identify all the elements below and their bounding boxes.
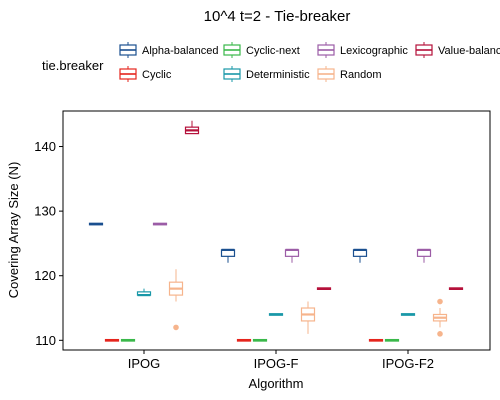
legend-label: Cyclic bbox=[142, 69, 172, 81]
legend-label: Alpha-balanced bbox=[142, 45, 218, 57]
legend-item-random: Random bbox=[317, 66, 382, 82]
legend-item-cyclic: Cyclic bbox=[119, 66, 172, 82]
y-tick-label: 140 bbox=[34, 139, 56, 154]
box-lexicographic-ipog bbox=[152, 222, 168, 226]
outlier-point bbox=[437, 331, 443, 337]
legend-item-cyclic-next: Cyclic-next bbox=[223, 42, 300, 58]
x-axis-label: Algorithm bbox=[249, 376, 304, 391]
y-tick-label: 120 bbox=[34, 268, 56, 283]
x-tick-label: IPOG-F bbox=[254, 356, 299, 371]
x-tick-label: IPOG bbox=[128, 356, 161, 371]
outlier-point bbox=[173, 324, 179, 331]
plot-panel bbox=[62, 110, 491, 351]
legend: Alpha-balanced Cyclic Cyclic-next Determini… bbox=[119, 42, 500, 82]
box-value-balanced-ipog bbox=[184, 120, 200, 135]
box-value-balanced-ipog-f2 bbox=[448, 287, 464, 290]
box-lexicographic-ipog-f bbox=[284, 248, 300, 263]
box-random-ipog-f2 bbox=[432, 298, 448, 337]
box-cyclic-ipog bbox=[104, 338, 120, 342]
box-random-ipog-f bbox=[300, 301, 316, 334]
legend-title: tie.breaker bbox=[42, 58, 104, 73]
box-cyclic-ipog-f bbox=[236, 338, 252, 342]
x-axis: IPOG IPOG-F IPOG-F2 bbox=[128, 350, 434, 371]
box-value-balanced-ipog-f bbox=[316, 287, 332, 290]
box-cyclic-next-ipog bbox=[120, 338, 136, 342]
outlier-point bbox=[437, 298, 443, 305]
legend-label: Value-balanced bbox=[438, 45, 500, 57]
box-alpha-balanced-ipog-f bbox=[220, 248, 236, 263]
legend-label: Cyclic-next bbox=[246, 45, 300, 57]
y-axis-label: Covering Array Size (N) bbox=[6, 162, 21, 299]
legend-item-alpha-balanced: Alpha-balanced bbox=[119, 42, 218, 58]
boxplots bbox=[88, 120, 464, 342]
box-alpha-balanced-ipog-f2 bbox=[352, 248, 368, 263]
x-tick-label: IPOG-F2 bbox=[382, 356, 434, 371]
box-lexicographic-ipog-f2 bbox=[416, 248, 432, 263]
box-cyclic-next-ipog-f2 bbox=[384, 338, 400, 342]
box-deterministic-ipog-f bbox=[268, 313, 284, 316]
legend-label: Deterministic bbox=[246, 69, 310, 81]
box-deterministic-ipog bbox=[136, 288, 152, 297]
box-deterministic-ipog-f2 bbox=[400, 313, 416, 316]
y-tick-label: 110 bbox=[35, 333, 56, 348]
legend-item-deterministic: Deterministic bbox=[223, 66, 310, 82]
box-cyclic-ipog-f2 bbox=[368, 338, 384, 342]
y-tick-label: 130 bbox=[34, 204, 56, 219]
legend-item-value-balanced: Value-balanced bbox=[415, 42, 500, 58]
legend-label: Random bbox=[340, 69, 382, 81]
y-axis: 110 120 130 140 bbox=[34, 139, 63, 348]
box-random-ipog bbox=[168, 269, 184, 331]
chart-title: 10^4 t=2 - Tie-breaker bbox=[204, 8, 351, 25]
legend-item-lexicographic: Lexicographic bbox=[317, 42, 408, 58]
box-cyclic-next-ipog-f bbox=[252, 338, 268, 342]
legend-label: Lexicographic bbox=[340, 45, 408, 57]
box-alpha-balanced-ipog bbox=[88, 222, 104, 226]
